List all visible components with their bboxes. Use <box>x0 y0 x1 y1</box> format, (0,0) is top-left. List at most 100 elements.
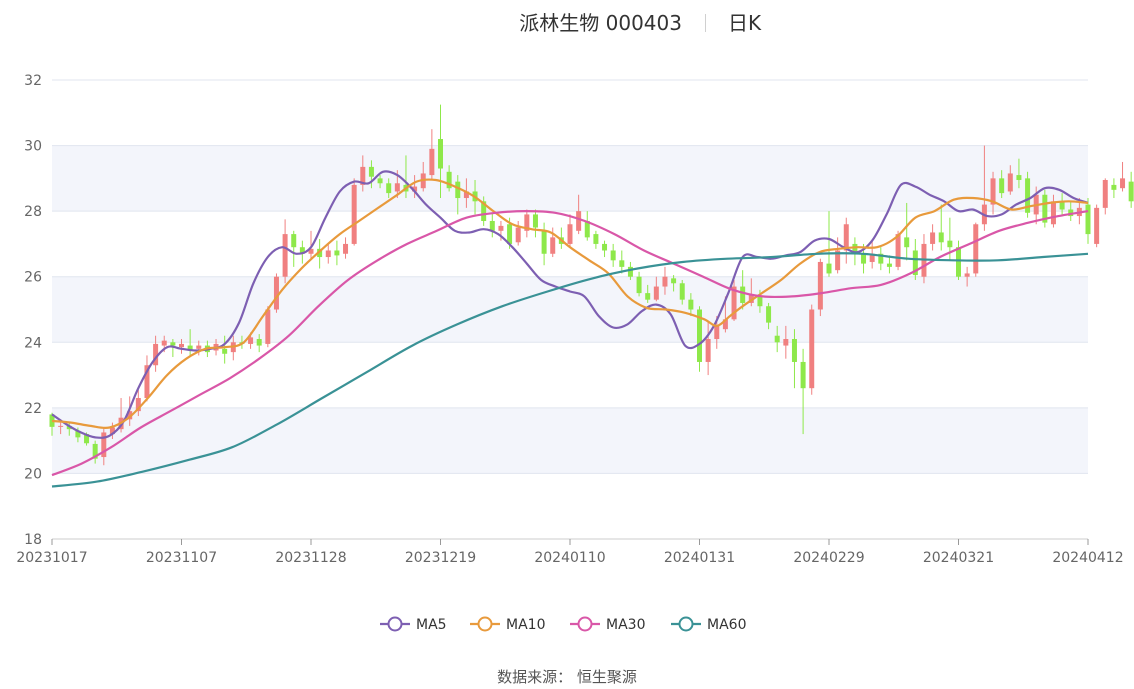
x-tick-label: 20231128 <box>275 550 346 566</box>
candle <box>1025 171 1031 218</box>
candle-body <box>135 398 141 412</box>
ma-line-ma5 <box>51 170 1089 439</box>
candle-body <box>532 214 538 228</box>
candle-body <box>256 339 262 346</box>
candle-body <box>282 234 288 277</box>
plot-band <box>52 145 1088 212</box>
candle-body <box>1016 175 1022 180</box>
candle-body <box>783 339 789 346</box>
candle-body <box>273 276 279 310</box>
candle-body <box>964 273 970 277</box>
candle-body <box>843 224 849 251</box>
candle-body <box>593 234 599 244</box>
candle-body <box>766 306 772 323</box>
candle-body <box>196 345 202 349</box>
legend-label: MA30 <box>606 617 645 633</box>
candle <box>1085 198 1091 244</box>
candle-body <box>990 178 996 205</box>
candle-body <box>653 286 659 300</box>
legend-marker <box>477 616 493 632</box>
candle-body <box>1085 204 1091 235</box>
candle <box>446 165 452 192</box>
legend-item-ma30[interactable]: MA30 <box>570 616 645 633</box>
candle-body <box>368 166 374 177</box>
candle-body <box>248 337 254 344</box>
candle <box>653 276 659 302</box>
candle-body <box>645 293 651 300</box>
candle <box>843 217 849 264</box>
candle-body <box>895 234 901 267</box>
candle <box>576 194 582 235</box>
candle-body <box>429 148 435 176</box>
candle-body <box>1102 179 1108 208</box>
candle-body <box>394 183 400 192</box>
candle-body <box>1007 173 1013 192</box>
legend-item-ma60[interactable]: MA60 <box>671 616 746 633</box>
candle-body <box>481 201 487 221</box>
candle-body <box>66 425 72 430</box>
candle <box>351 178 357 246</box>
candle <box>593 230 599 249</box>
candle-body <box>75 430 81 438</box>
candle-body <box>299 247 305 254</box>
candle-body <box>524 214 530 231</box>
y-tick-label: 24 <box>24 335 42 351</box>
candle <box>817 258 823 317</box>
candle <box>196 340 202 356</box>
candle-body <box>800 361 806 389</box>
candle-body <box>731 286 737 320</box>
candle-body <box>636 276 642 294</box>
candle-body <box>1050 201 1056 225</box>
candle <box>109 422 115 440</box>
legend-marker <box>387 616 403 632</box>
candle-body <box>826 263 832 274</box>
candle <box>1016 158 1022 189</box>
candle-body <box>904 237 910 248</box>
candle <box>904 202 910 261</box>
candle <box>187 329 193 358</box>
candle-body <box>1120 178 1126 189</box>
candle <box>1007 165 1013 195</box>
candle-body <box>999 178 1005 194</box>
x-tick-label: 20240412 <box>1052 550 1123 566</box>
candle-body <box>869 253 875 262</box>
candle <box>1128 171 1134 208</box>
candle <box>360 155 366 192</box>
candle-body <box>127 411 133 420</box>
x-tick-label: 20240110 <box>534 550 605 566</box>
candle-body <box>58 425 64 427</box>
chart-period-text: 日K <box>728 11 762 35</box>
candle <box>58 422 64 435</box>
candle-body <box>101 432 107 458</box>
legend-item-ma10[interactable]: MA10 <box>470 616 545 633</box>
legend[interactable]: MA5 MA10 MA30 MA60 <box>380 616 746 633</box>
candle-body <box>438 139 443 169</box>
candle-body <box>791 339 797 362</box>
x-tick-label: 20231107 <box>146 550 217 566</box>
candle-body <box>489 220 495 231</box>
candle-body <box>809 309 815 389</box>
chart-title-text: 派林生物 000403 <box>519 11 682 35</box>
x-tick-label: 20231219 <box>405 550 476 566</box>
candle-body <box>817 261 823 310</box>
candle-body <box>576 211 582 231</box>
candle <box>317 239 323 269</box>
legend-item-ma5[interactable]: MA5 <box>380 616 447 633</box>
y-grid <box>52 79 1088 540</box>
candle <box>878 247 884 271</box>
candle-body <box>610 250 616 261</box>
candle-body <box>92 443 98 459</box>
candle-body <box>541 230 547 254</box>
plot-band <box>52 473 1088 539</box>
candle <box>783 325 789 359</box>
candle <box>256 334 262 353</box>
candle <box>973 222 979 277</box>
plot-band <box>52 407 1088 474</box>
candle-body <box>757 296 763 307</box>
candle <box>826 211 832 277</box>
candle-body <box>550 237 556 254</box>
y-tick-label: 18 <box>24 532 42 548</box>
candle-body <box>947 240 953 248</box>
